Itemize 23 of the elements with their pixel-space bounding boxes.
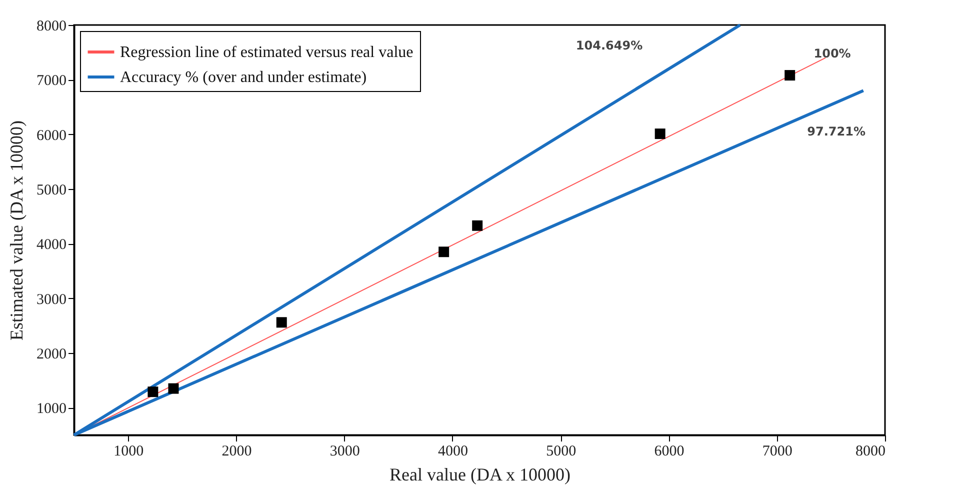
annotation: 104.649%: [576, 38, 643, 52]
x-tick-label: 6000: [654, 444, 684, 460]
x-tick-label: 8000: [856, 444, 886, 460]
y-tick-label: 5000: [36, 182, 66, 198]
x-tick-label: 1000: [114, 444, 144, 460]
y-tick-label: 4000: [36, 237, 66, 254]
annotation: 100%: [814, 46, 851, 61]
y-axis-title: Estimated value (DA x 10000): [6, 120, 26, 340]
y-tick-label: 8000: [36, 18, 66, 34]
y-tick-label: 1000: [36, 401, 66, 418]
y-tick-label: 6000: [36, 128, 66, 144]
annotation: 97.721%: [807, 124, 866, 139]
x-tick-label: 7000: [762, 444, 792, 460]
y-tick-label: 2000: [36, 346, 66, 362]
y-tick-label: 3000: [36, 292, 66, 308]
x-tick-label: 2000: [222, 444, 252, 460]
y-tick-label: 7000: [36, 73, 66, 90]
legend-label: Regression line of estimated versus real value: [120, 44, 414, 61]
x-tick-label: 3000: [330, 444, 360, 460]
x-tick-label: 4000: [438, 444, 468, 460]
x-tick-label: 5000: [546, 444, 576, 460]
x-axis-title: Real value (DA x 10000): [390, 464, 570, 484]
legend-label: Accuracy % (over and under estimate): [120, 69, 367, 86]
